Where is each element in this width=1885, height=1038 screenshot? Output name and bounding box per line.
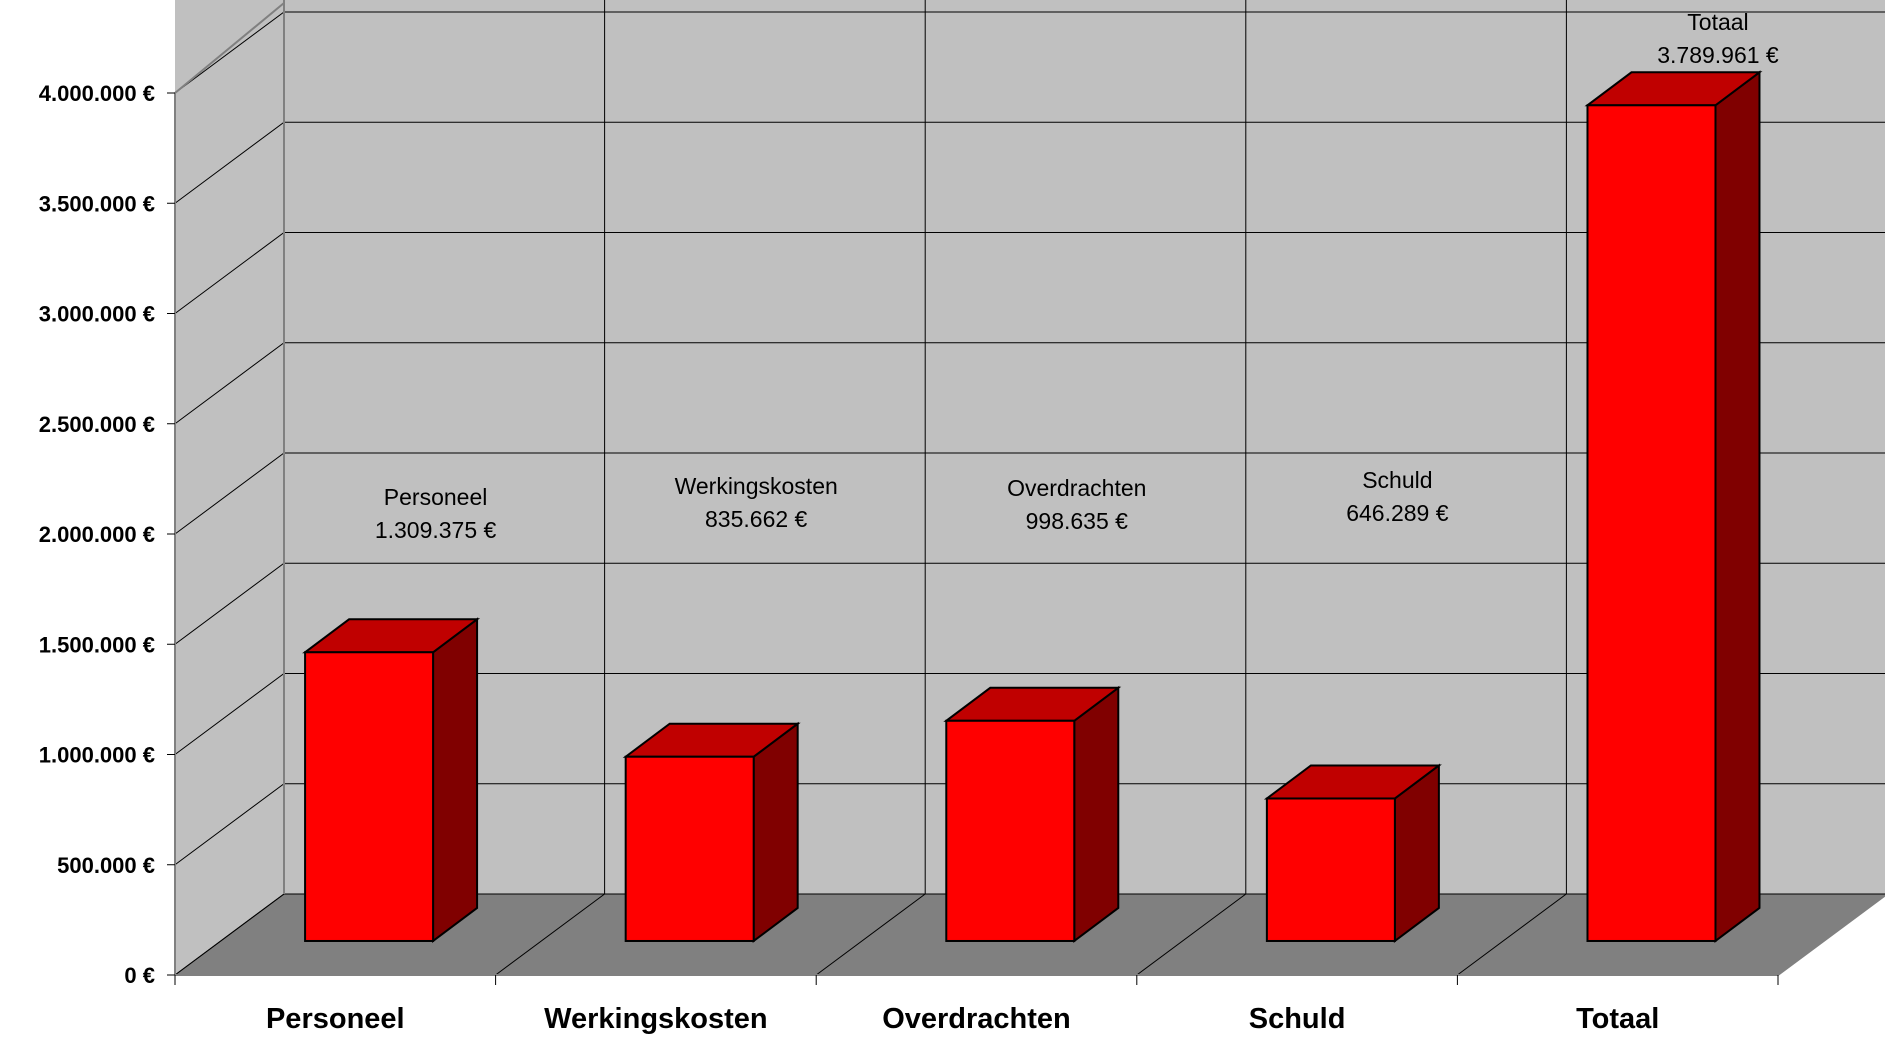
x-tick-label: Totaal bbox=[1576, 1003, 1659, 1035]
chart-walls bbox=[175, 0, 1885, 975]
data-label-value: 998.635 € bbox=[1026, 508, 1129, 534]
back-wall bbox=[284, 0, 1885, 894]
y-tick-label: 1.500.000 € bbox=[39, 632, 155, 657]
data-labels: Personeel 1.309.375 € Werkingskosten 835.66… bbox=[375, 9, 1779, 543]
gridline-floor bbox=[174, 893, 285, 976]
gridline-floor bbox=[495, 893, 605, 976]
wall-top-edge bbox=[174, 2, 285, 94]
gridline-floor bbox=[1457, 893, 1567, 976]
gridlines bbox=[174, 0, 1885, 976]
gridline-floor bbox=[815, 893, 926, 976]
bar-side bbox=[752, 721, 799, 943]
bar-front bbox=[945, 719, 1076, 942]
bar-side bbox=[1073, 685, 1120, 943]
data-label-value: 646.289 € bbox=[1346, 500, 1449, 526]
data-label-name: Schuld bbox=[1362, 467, 1432, 493]
bar-personeel bbox=[302, 617, 481, 943]
data-label-name: Overdrachten bbox=[1007, 475, 1146, 501]
bar-schuld bbox=[1263, 763, 1442, 943]
bar-front bbox=[1586, 104, 1717, 942]
bar-front bbox=[304, 651, 435, 942]
y-tick-label: 1.000.000 € bbox=[39, 743, 155, 768]
y-tick-label: 500.000 € bbox=[57, 853, 155, 878]
y-tick-label: 3.500.000 € bbox=[39, 191, 155, 216]
bars bbox=[302, 70, 1763, 943]
gridline-floor bbox=[1136, 893, 1247, 976]
side-wall bbox=[175, 0, 284, 975]
bar-overdrachten bbox=[943, 685, 1122, 943]
data-label-value: 1.309.375 € bbox=[375, 517, 497, 543]
data-label-name: Personeel bbox=[384, 484, 488, 510]
bar-side bbox=[432, 617, 479, 943]
data-label-name: Werkingskosten bbox=[675, 473, 838, 499]
x-tick-label: Werkingskosten bbox=[544, 1003, 767, 1035]
bar-werkingskosten bbox=[622, 721, 801, 943]
axes: 0 € 500.000 € 1.000.000 € 1.500.000 € 2.000.… bbox=[39, 81, 1885, 1035]
y-tick-label: 2.000.000 € bbox=[39, 522, 155, 547]
bar-side bbox=[1714, 70, 1761, 943]
bar-front bbox=[1265, 797, 1396, 942]
x-tick-label: Schuld bbox=[1249, 1003, 1346, 1035]
x-tick-label: Personeel bbox=[266, 1003, 405, 1035]
bar-totaal bbox=[1584, 70, 1763, 943]
x-tick-label: Overdrachten bbox=[882, 1003, 1071, 1035]
data-label-value: 3.789.961 € bbox=[1657, 42, 1779, 68]
y-tick-label: 3.000.000 € bbox=[39, 302, 155, 327]
data-label-value: 835.662 € bbox=[705, 506, 808, 532]
y-tick-label: 0 € bbox=[124, 963, 155, 988]
data-label-name: Totaal bbox=[1687, 9, 1748, 35]
bar-front bbox=[624, 755, 755, 942]
y-tick-label: 4.000.000 € bbox=[39, 81, 155, 106]
y-tick-label: 2.500.000 € bbox=[39, 412, 155, 437]
floor-edge bbox=[1777, 894, 1885, 976]
